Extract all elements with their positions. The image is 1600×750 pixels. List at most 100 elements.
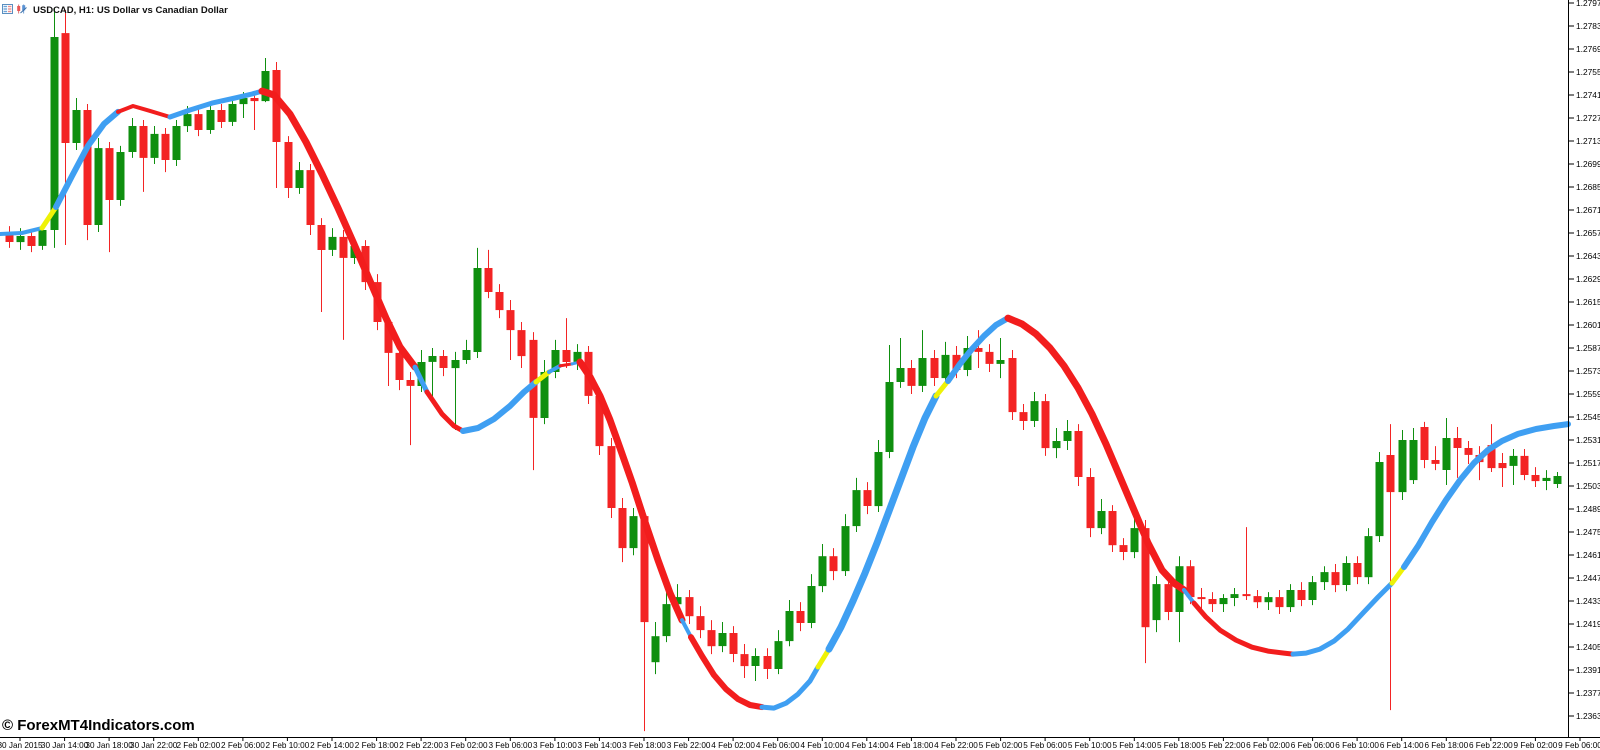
candle <box>1197 588 1206 611</box>
candle <box>785 600 794 647</box>
candle <box>495 284 504 319</box>
trend-ma-segment-blue <box>0 226 44 236</box>
candle <box>72 98 81 150</box>
price-tick-label: 1.27270 <box>1576 113 1600 123</box>
candle <box>1531 467 1540 487</box>
trend-ma-segment-blue <box>825 392 940 653</box>
time-tick-label: 9 Feb 06:00 <box>1558 741 1600 750</box>
time-tick-label: 6 Feb 02:00 <box>1246 741 1290 750</box>
candle <box>473 247 482 358</box>
candle <box>339 230 348 340</box>
price-tick-label: 1.24750 <box>1576 527 1600 537</box>
trend-ma-segment-blue <box>412 364 430 395</box>
candle <box>1364 528 1373 585</box>
time-tick-label: 6 Feb 22:00 <box>1469 741 1513 750</box>
price-axis[interactable]: 1.27970 1.27830 1.27690 1.27550 1.27410 1.272… <box>1568 0 1600 737</box>
price-tick-label: 1.27970 <box>1576 0 1600 8</box>
price-tick-label: 1.24050 <box>1576 642 1600 652</box>
candle <box>1175 556 1184 643</box>
time-tick-label: 9 Feb 02:00 <box>1514 741 1558 750</box>
price-tick-label: 1.27410 <box>1576 90 1600 100</box>
price-tick-label: 1.25590 <box>1576 389 1600 399</box>
candle <box>1041 394 1050 456</box>
candle <box>796 602 805 632</box>
candle <box>907 360 916 394</box>
price-tick-label: 1.25170 <box>1576 458 1600 468</box>
price-tick-label: 1.26570 <box>1576 228 1600 238</box>
candles-layer <box>5 7 1562 732</box>
candle <box>1398 430 1407 500</box>
price-tick-label: 1.26430 <box>1576 251 1600 261</box>
candle <box>1108 505 1117 552</box>
candle <box>1019 404 1028 430</box>
time-tick-label: 2 Feb 14:00 <box>310 741 354 750</box>
candle <box>1409 428 1418 484</box>
trend-ma-segment-blue <box>53 108 121 210</box>
candle <box>161 128 170 173</box>
candle <box>818 544 827 593</box>
price-tick-label: 1.27690 <box>1576 44 1600 54</box>
price-tick-label: 1.27830 <box>1576 21 1600 31</box>
candle <box>729 626 738 663</box>
candle <box>105 142 114 253</box>
candle <box>662 592 671 643</box>
candle <box>629 508 638 556</box>
candle <box>1242 527 1251 600</box>
trend-ma-segment-red <box>576 358 686 624</box>
trend-ma-segment-red <box>1004 314 1188 594</box>
candle <box>1342 556 1351 592</box>
candle <box>974 330 983 368</box>
time-tick-label: 6 Feb 18:00 <box>1424 741 1468 750</box>
candle <box>774 630 783 675</box>
ma-ribbon-layer <box>0 87 1571 711</box>
trend-ma-segment-blue <box>1290 580 1395 657</box>
trend-ma-segment-yellow <box>815 646 832 670</box>
trend-ma-segment-blue <box>759 664 821 711</box>
candle <box>94 138 103 232</box>
price-tick-label: 1.24890 <box>1576 504 1600 514</box>
time-tick-label: 30 Jan 2015 <box>0 741 43 750</box>
candle <box>306 164 315 235</box>
candle <box>439 350 448 377</box>
candle <box>217 104 226 128</box>
candle <box>428 348 437 403</box>
time-tick-label: 5 Feb 18:00 <box>1157 741 1201 750</box>
trend-ma-segment-blue <box>460 379 539 434</box>
candle <box>941 341 950 384</box>
trend-ma-segment-yellow <box>533 369 552 385</box>
candle <box>272 62 281 188</box>
price-tick-label: 1.26710 <box>1576 205 1600 215</box>
time-tick-label: 4 Feb 18:00 <box>890 741 934 750</box>
candle <box>250 95 259 130</box>
candle <box>1520 449 1529 481</box>
candle <box>918 330 927 392</box>
price-tick-label: 1.26850 <box>1576 182 1600 192</box>
time-tick-label: 4 Feb 22:00 <box>934 741 978 750</box>
candle <box>1097 499 1106 535</box>
price-tick-label: 1.26010 <box>1576 320 1600 330</box>
candle <box>885 345 894 459</box>
time-tick-label: 2 Feb 18:00 <box>355 741 399 750</box>
candle <box>1420 421 1429 469</box>
time-tick-label: 2 Feb 10:00 <box>266 741 310 750</box>
candle <box>139 120 148 192</box>
candle <box>930 350 939 386</box>
candle <box>1086 468 1095 538</box>
trend-ma-segment-red <box>116 104 172 119</box>
candle <box>640 510 649 732</box>
candle <box>1052 428 1061 459</box>
time-tick-label: 30 Jan 22:00 <box>130 741 178 750</box>
candle <box>751 648 760 681</box>
trend-ma-segment-red <box>688 634 765 711</box>
candle <box>829 548 838 581</box>
candle <box>651 622 660 675</box>
price-tick-label: 1.25450 <box>1576 412 1600 422</box>
candle <box>5 226 14 248</box>
candle <box>1063 420 1072 450</box>
trend-ma-segment-blue <box>945 315 1011 384</box>
candle <box>562 318 571 368</box>
candle <box>740 644 749 678</box>
candle <box>150 126 159 164</box>
